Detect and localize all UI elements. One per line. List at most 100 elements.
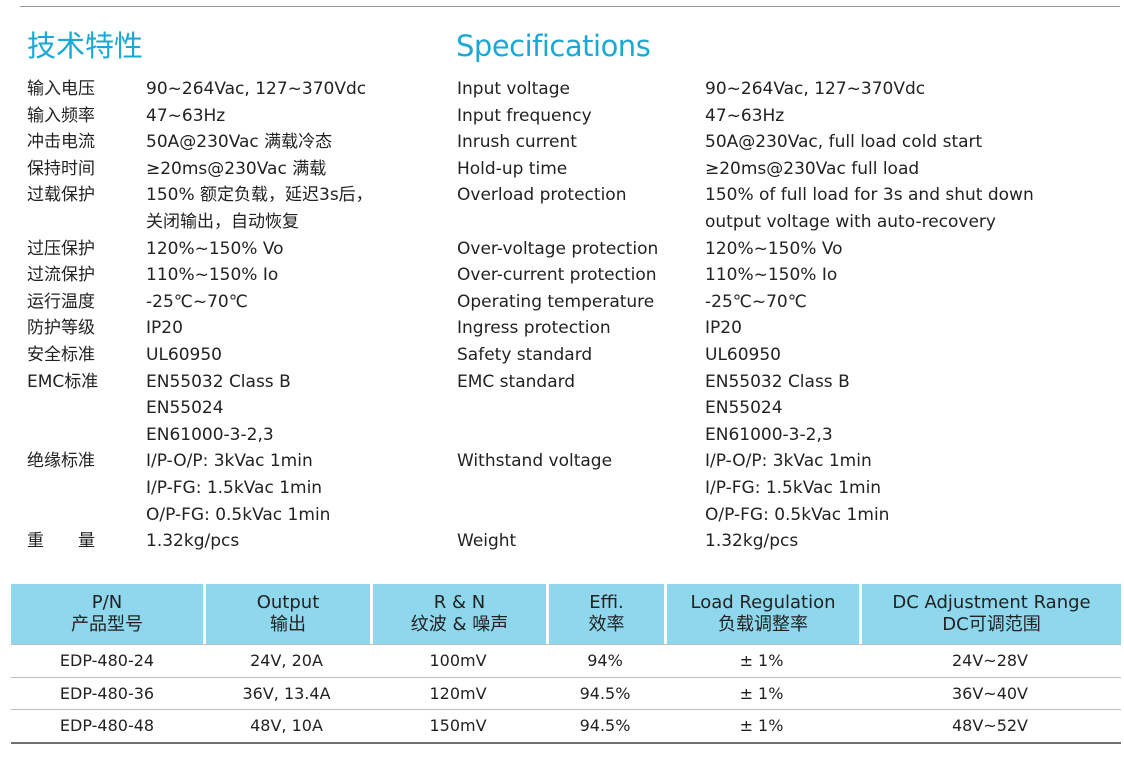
spec-value: UL60950 [146,344,222,365]
table-cell: 94.5% [546,710,664,744]
spec-label: EMC standard [457,371,576,392]
top-divider [20,6,1120,7]
heading-english: Specifications [456,29,651,63]
spec-value: 90~264Vac, 127~370Vdc [705,79,926,99]
spec-label: EMC标准 [27,371,99,392]
spec-label: 运行温度 [27,291,95,312]
spec-row: EN55024 [457,395,1034,422]
spec-value: 90~264Vac, 127~370Vdc [146,79,367,99]
spec-label: Over-current protection [457,265,657,286]
spec-value: I/P-O/P: 3kVac 1min [146,451,313,472]
spec-label-empty [27,422,146,449]
spec-row: Weight 1.32kg/pcs [457,528,1034,555]
spec-label: 防护等级 [27,318,95,339]
table-row: EDP-480-48 48V, 10A 150mV 94.5% ± 1% 48V~52V [11,710,1121,744]
spec-row: EMC standard EN55032 Class B [457,369,1034,396]
spec-row: Ingress protection IP20 [457,315,1034,342]
spec-value: ≥20ms@230Vac 满载 [146,158,327,179]
spec-label: 重 量 [27,531,95,552]
spec-label: Inrush current [457,132,577,153]
spec-row: 重 量 1.32kg/pcs [27,528,373,555]
spec-row: Overload protection 150% of full load for… [457,182,1034,209]
spec-row: 输入频率 47~63Hz [27,103,373,130]
spec-label: 过流保护 [27,265,95,286]
spec-row: Operating temperature -25℃~70℃ [457,289,1034,316]
spec-value: EN55032 Class B [705,371,850,392]
header-output: Output 输出 [203,584,370,644]
spec-row: I/P-FG: 1.5kVac 1min [457,475,1034,502]
spec-value: 120%~150% Vo [705,238,843,259]
spec-label-empty [457,502,705,529]
spec-value: 150% of full load for 3s and shut down [705,185,1034,206]
spec-row: EMC标准 EN55032 Class B [27,369,373,396]
spec-table-english: Input voltage 90~264Vac, 127~370Vdc Input … [457,76,1034,555]
table-cell: ± 1% [664,710,859,744]
table-cell: 120mV [370,678,546,711]
table-cell: 150mV [370,710,546,744]
spec-label: 过压保护 [27,238,95,259]
spec-value: 110%~150% Io [146,265,279,286]
spec-value: EN61000-3-2,3 [705,424,833,445]
spec-value: IP20 [146,318,183,339]
table-cell: 94.5% [546,678,664,711]
spec-row: 过流保护 110%~150% Io [27,262,373,289]
spec-value: EN55024 [146,398,224,419]
spec-row: Safety standard UL60950 [457,342,1034,369]
spec-label-empty [27,395,146,422]
spec-value: -25℃~70℃ [146,291,248,312]
spec-value: 1.32kg/pcs [146,531,240,552]
spec-row: Over-voltage protection 120%~150% Vo [457,236,1034,263]
spec-label-empty [27,209,146,236]
heading-chinese: 技术特性 [27,29,144,63]
spec-value: 关闭输出，自动恢复 [146,211,299,232]
spec-value: 47~63Hz [705,105,785,126]
spec-label: Ingress protection [457,318,611,339]
spec-label: Operating temperature [457,291,655,312]
spec-label: Input voltage [457,79,570,99]
spec-row: O/P-FG: 0.5kVac 1min [27,502,373,529]
spec-value: 110%~150% Io [705,265,838,286]
spec-row: Inrush current 50A@230Vac, full load cold… [457,129,1034,156]
table-cell: 24V~28V [859,644,1121,678]
table-cell: 36V, 13.4A [203,678,370,711]
table-cell: ± 1% [664,678,859,711]
header-load-regulation: Load Regulation 负载调整率 [664,584,859,644]
spec-label: Over-voltage protection [457,238,659,259]
spec-label: Hold-up time [457,158,568,179]
model-table-header-row: P/N 产品型号 Output 输出 R & N 纹波 & 噪声 Effi. 效率 Lo… [11,584,1121,644]
spec-value: ≥20ms@230Vac full load [705,158,920,179]
model-table: P/N 产品型号 Output 输出 R & N 纹波 & 噪声 Effi. 效率 Lo… [11,584,1121,744]
spec-row: I/P-FG: 1.5kVac 1min [27,475,373,502]
header-pn: P/N 产品型号 [11,584,203,644]
table-cell: EDP-480-24 [11,644,203,678]
spec-row: 保持时间 ≥20ms@230Vac 满载 [27,156,373,183]
table-cell: 48V, 10A [203,710,370,744]
spec-value: 47~63Hz [146,105,226,126]
spec-value: -25℃~70℃ [705,291,807,312]
spec-row: 过载保护 150% 额定负载，延迟3s后， [27,182,373,209]
spec-value: O/P-FG: 0.5kVac 1min [146,504,331,525]
table-cell: 48V~52V [859,710,1121,744]
spec-label: Safety standard [457,344,593,365]
spec-value: I/P-FG: 1.5kVac 1min [146,477,323,498]
spec-value: 150% 额定负载，延迟3s后， [146,185,373,206]
spec-value: EN55032 Class B [146,371,291,392]
spec-label: Overload protection [457,185,627,206]
spec-row: 关闭输出，自动恢复 [27,209,373,236]
spec-label-empty [27,475,146,502]
table-cell: 94% [546,644,664,678]
spec-label: Withstand voltage [457,451,613,472]
spec-label: 过载保护 [27,185,95,206]
spec-value: EN61000-3-2,3 [146,424,274,445]
table-cell: 24V, 20A [203,644,370,678]
spec-row: Input voltage 90~264Vac, 127~370Vdc [457,76,1034,103]
spec-row: 防护等级 IP20 [27,315,373,342]
spec-label-empty [457,422,705,449]
table-cell: EDP-480-48 [11,710,203,744]
table-row: EDP-480-24 24V, 20A 100mV 94% ± 1% 24V~28V [11,644,1121,678]
table-cell: 36V~40V [859,678,1121,711]
header-efficiency: Effi. 效率 [546,584,664,644]
spec-value: EN55024 [705,398,783,419]
spec-row: 绝缘标准 I/P-O/P: 3kVac 1min [27,448,373,475]
spec-label: 输入电压 [27,79,95,99]
